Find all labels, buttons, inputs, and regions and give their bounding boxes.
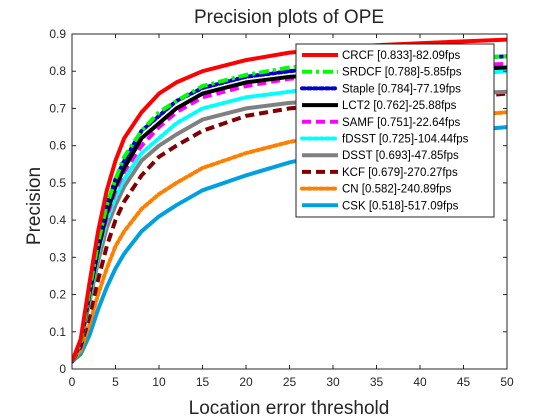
legend-label-2: Staple [0.784]-77.19fps xyxy=(342,83,461,95)
x-tick-label-5: 25 xyxy=(283,375,297,389)
legend: CRCF [0.833]-82.09fps SRDCF [0.788]-5.85f… xyxy=(295,43,495,218)
y-tick-label-3: 0.3 xyxy=(49,250,66,264)
y-tick-label-2: 0.2 xyxy=(49,288,66,302)
x-tick-label-3: 15 xyxy=(196,375,210,389)
x-tick-label-0: 0 xyxy=(69,375,76,389)
x-tick-label-8: 40 xyxy=(413,375,427,389)
x-tick-label-4: 20 xyxy=(239,375,253,389)
y-axis-label: Precision xyxy=(24,167,45,245)
y-tick-label-1: 0.1 xyxy=(49,325,66,339)
y-tick-label-4: 0.4 xyxy=(49,213,66,227)
x-tick-label-2: 10 xyxy=(152,375,166,389)
x-axis-label: Location error threshold xyxy=(189,398,390,419)
legend-label-5: fDSST [0.725]-104.44fps xyxy=(342,134,469,146)
legend-label-3: LCT2 [0.762]-25.88fps xyxy=(342,100,457,112)
legend-label-0: CRCF [0.833]-82.09fps xyxy=(342,50,461,62)
x-tick-label-9: 45 xyxy=(457,375,471,389)
x-tick-label-1: 5 xyxy=(112,375,119,389)
x-tick-label-10: 50 xyxy=(500,375,514,389)
legend-label-4: SAMF [0.751]-22.64fps xyxy=(342,117,461,129)
legend-label-9: CSK [0.518]-517.09fps xyxy=(342,200,459,212)
legend-label-6: DSST [0.693]-47.85fps xyxy=(342,150,459,162)
y-tick-label-0: 0 xyxy=(59,362,66,376)
x-tick-label-6: 30 xyxy=(326,375,340,389)
legend-label-7: KCF [0.679]-270.27fps xyxy=(342,167,458,179)
x-tick-label-7: 35 xyxy=(370,375,384,389)
chart-title: Precision plots of OPE xyxy=(194,7,384,28)
y-tick-label-8: 0.8 xyxy=(49,64,66,78)
legend-label-8: CN [0.582]-240.89fps xyxy=(342,184,452,196)
legend-label-1: SRDCF [0.788]-5.85fps xyxy=(342,67,462,79)
y-tick-label-9: 0.9 xyxy=(49,27,66,41)
y-tick-label-6: 0.6 xyxy=(49,139,66,153)
y-tick-label-7: 0.7 xyxy=(49,101,66,115)
y-tick-label-5: 0.5 xyxy=(49,176,66,190)
